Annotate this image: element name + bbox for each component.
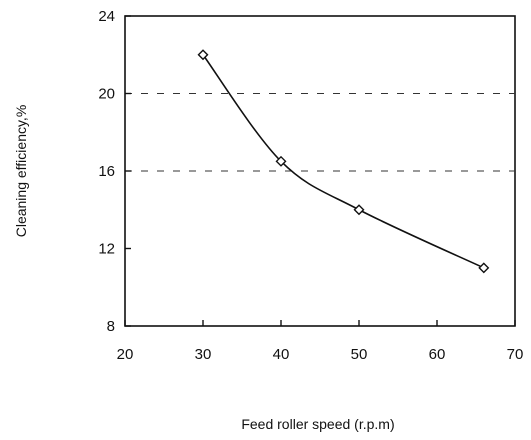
x-tick-label-70: 70 bbox=[507, 346, 524, 363]
x-tick-label-30: 30 bbox=[195, 346, 212, 363]
x-tick-label-60: 60 bbox=[429, 346, 446, 363]
y-tick-label-12: 12 bbox=[98, 241, 115, 258]
data-points bbox=[197, 49, 490, 274]
data-point-0 bbox=[197, 49, 209, 61]
data-point-1 bbox=[275, 155, 287, 167]
y-tick-label-8: 8 bbox=[107, 318, 115, 335]
y-axis-ticks: 8 12 16 20 24 bbox=[98, 8, 131, 335]
data-point-3 bbox=[478, 262, 490, 274]
trend-curve bbox=[202, 54, 485, 269]
y-tick-label-20: 20 bbox=[98, 86, 115, 103]
x-axis-ticks: 20 30 40 50 60 70 bbox=[117, 320, 524, 363]
y-tick-label-16: 16 bbox=[98, 163, 115, 180]
x-tick-label-20: 20 bbox=[117, 346, 134, 363]
gridlines bbox=[125, 93, 515, 172]
y-tick-label-24: 24 bbox=[98, 8, 115, 25]
y-axis-title: Cleaning efficiency,% bbox=[13, 105, 29, 238]
x-tick-label-40: 40 bbox=[273, 346, 290, 363]
x-tick-label-50: 50 bbox=[351, 346, 368, 363]
data-point-2 bbox=[353, 204, 365, 216]
x-axis-title: Feed roller speed (r.p.m) bbox=[241, 416, 394, 432]
